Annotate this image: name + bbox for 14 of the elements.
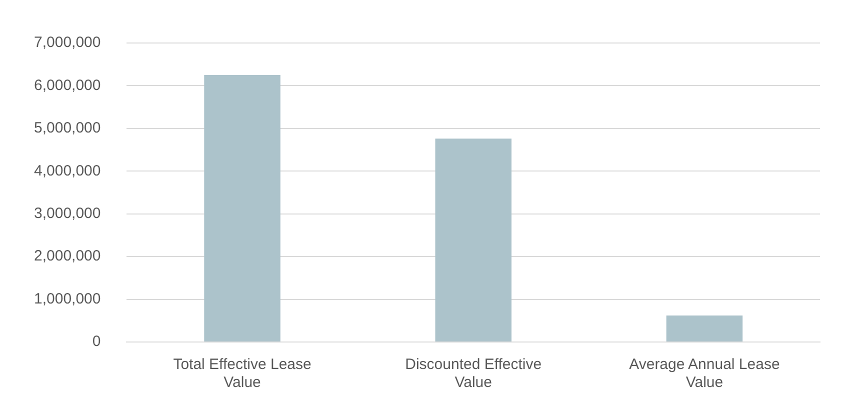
bar [204,75,280,342]
y-tick-label: 0 [92,333,101,350]
y-tick-label: 3,000,000 [34,205,101,222]
bar [666,316,743,342]
y-tick-label: 7,000,000 [34,34,101,52]
bar [435,138,512,342]
x-tick-label: Average Annual Lease Value [629,356,780,392]
y-tick-label: 4,000,000 [34,162,101,180]
y-tick-label: 6,000,000 [34,76,101,94]
x-tick-label: Discounted Effective Value [405,356,542,392]
y-tick-label: 1,000,000 [34,290,101,308]
y-tick-label: 2,000,000 [34,248,101,265]
x-tick-label: Total Effective Lease Value [173,356,312,392]
y-tick-label: 5,000,000 [34,120,101,137]
